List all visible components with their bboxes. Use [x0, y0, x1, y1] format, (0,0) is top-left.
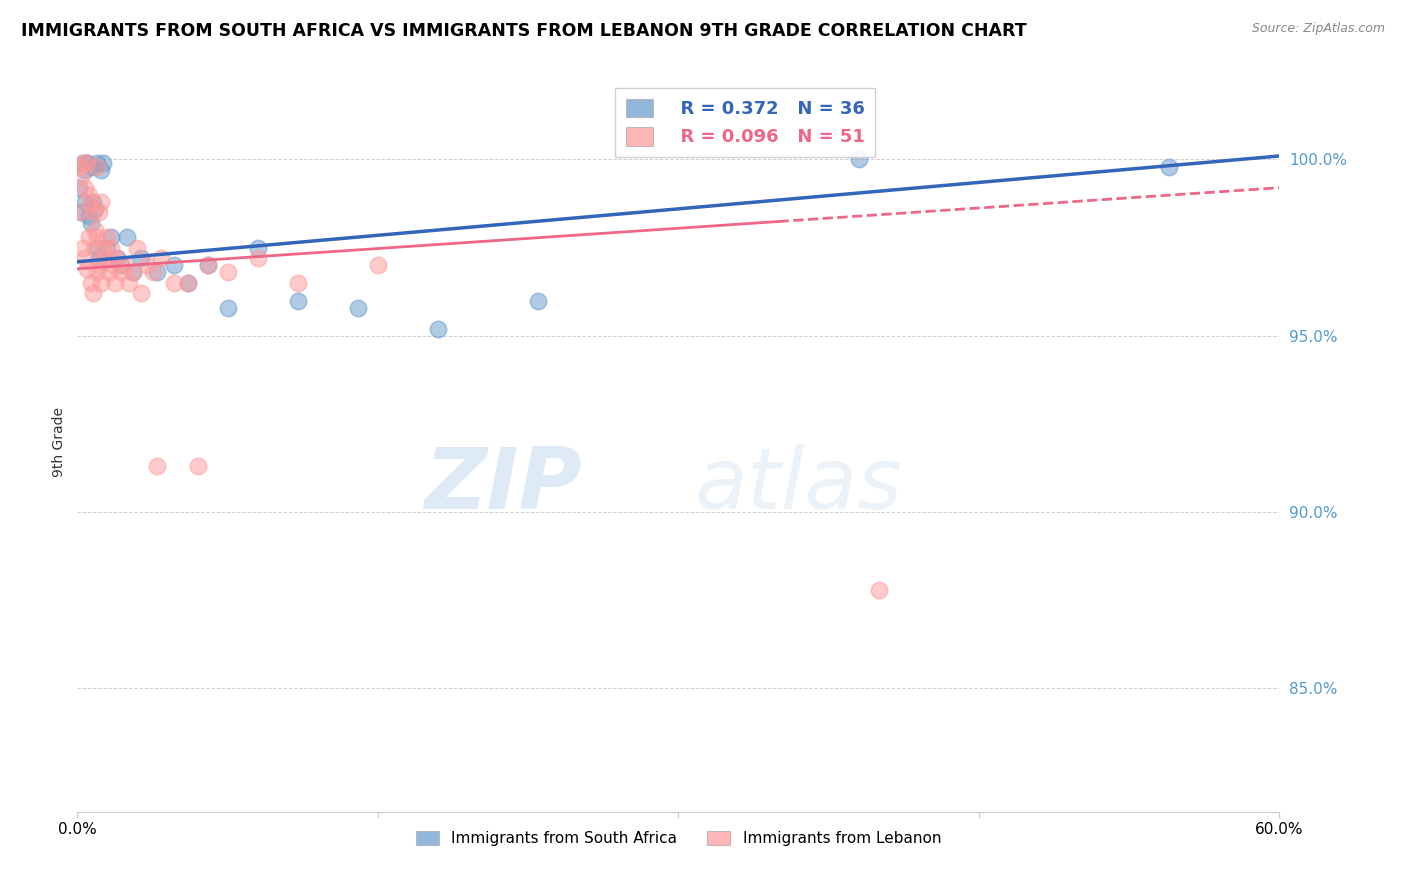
Point [104, 276, 127, 290]
Point [162, 258, 184, 272]
Point [176, 276, 198, 290]
Point [127, 241, 149, 255]
Point [80, 160, 103, 174]
Point [75, 194, 97, 209]
Point [72, 156, 94, 170]
Point [67, 180, 90, 194]
Point [110, 265, 132, 279]
Point [100, 230, 122, 244]
Point [427, 322, 450, 336]
Point [82, 194, 104, 209]
Point [114, 258, 136, 272]
Point [136, 258, 159, 272]
Point [246, 241, 269, 255]
Point [79, 187, 101, 202]
Point [75, 163, 97, 178]
Point [107, 251, 129, 265]
Point [98, 265, 121, 279]
Point [72, 241, 94, 255]
Point [122, 265, 145, 279]
Point [79, 230, 101, 244]
Text: atlas: atlas [695, 444, 903, 527]
Point [100, 241, 122, 255]
Point [197, 258, 219, 272]
Point [75, 251, 97, 265]
Point [86, 230, 108, 244]
Point [84, 241, 107, 255]
Point [70, 205, 93, 219]
Point [93, 156, 115, 170]
Point [186, 459, 209, 474]
Point [197, 258, 219, 272]
Point [367, 258, 389, 272]
Point [89, 251, 111, 265]
Point [103, 258, 125, 272]
Point [82, 286, 104, 301]
Point [79, 209, 101, 223]
Point [89, 258, 111, 272]
Point [80, 216, 103, 230]
Point [96, 230, 118, 244]
Point [176, 276, 198, 290]
Point [70, 205, 93, 219]
Point [76, 156, 98, 170]
Point [86, 265, 108, 279]
Point [347, 301, 370, 315]
Point [90, 194, 112, 209]
Point [94, 251, 117, 265]
Point [131, 286, 153, 301]
Point [217, 301, 239, 315]
Point [162, 276, 184, 290]
Text: ZIP: ZIP [425, 444, 582, 527]
Point [76, 156, 98, 170]
Point [131, 251, 153, 265]
Point [107, 251, 129, 265]
Point [70, 170, 93, 185]
Point [75, 180, 97, 194]
Y-axis label: 9th Grade: 9th Grade [52, 407, 66, 476]
Point [86, 160, 108, 174]
Point [1159, 160, 1181, 174]
Point [86, 156, 108, 170]
Point [89, 205, 111, 219]
Point [96, 241, 118, 255]
Point [110, 258, 132, 272]
Point [93, 241, 115, 255]
Point [86, 241, 108, 255]
Point [76, 156, 98, 170]
Point [117, 230, 139, 244]
Point [84, 202, 107, 216]
Point [90, 276, 112, 290]
Point [150, 251, 173, 265]
Point [82, 205, 104, 219]
Point [287, 293, 309, 308]
Point [118, 276, 141, 290]
Point [84, 223, 107, 237]
Point [80, 276, 103, 290]
Point [90, 163, 112, 178]
Point [72, 156, 94, 170]
Point [142, 265, 165, 279]
Point [868, 582, 890, 597]
Point [246, 251, 269, 265]
Point [848, 153, 870, 167]
Point [146, 265, 169, 279]
Text: Source: ZipAtlas.com: Source: ZipAtlas.com [1251, 22, 1385, 36]
Point [67, 160, 90, 174]
Text: IMMIGRANTS FROM SOUTH AFRICA VS IMMIGRANTS FROM LEBANON 9TH GRADE CORRELATION CH: IMMIGRANTS FROM SOUTH AFRICA VS IMMIGRAN… [21, 22, 1026, 40]
Point [76, 261, 98, 276]
Point [146, 459, 169, 474]
Legend: Immigrants from South Africa, Immigrants from Lebanon: Immigrants from South Africa, Immigrants… [409, 825, 948, 852]
Point [80, 194, 103, 209]
Point [122, 265, 145, 279]
Point [527, 293, 550, 308]
Point [217, 265, 239, 279]
Point [287, 276, 309, 290]
